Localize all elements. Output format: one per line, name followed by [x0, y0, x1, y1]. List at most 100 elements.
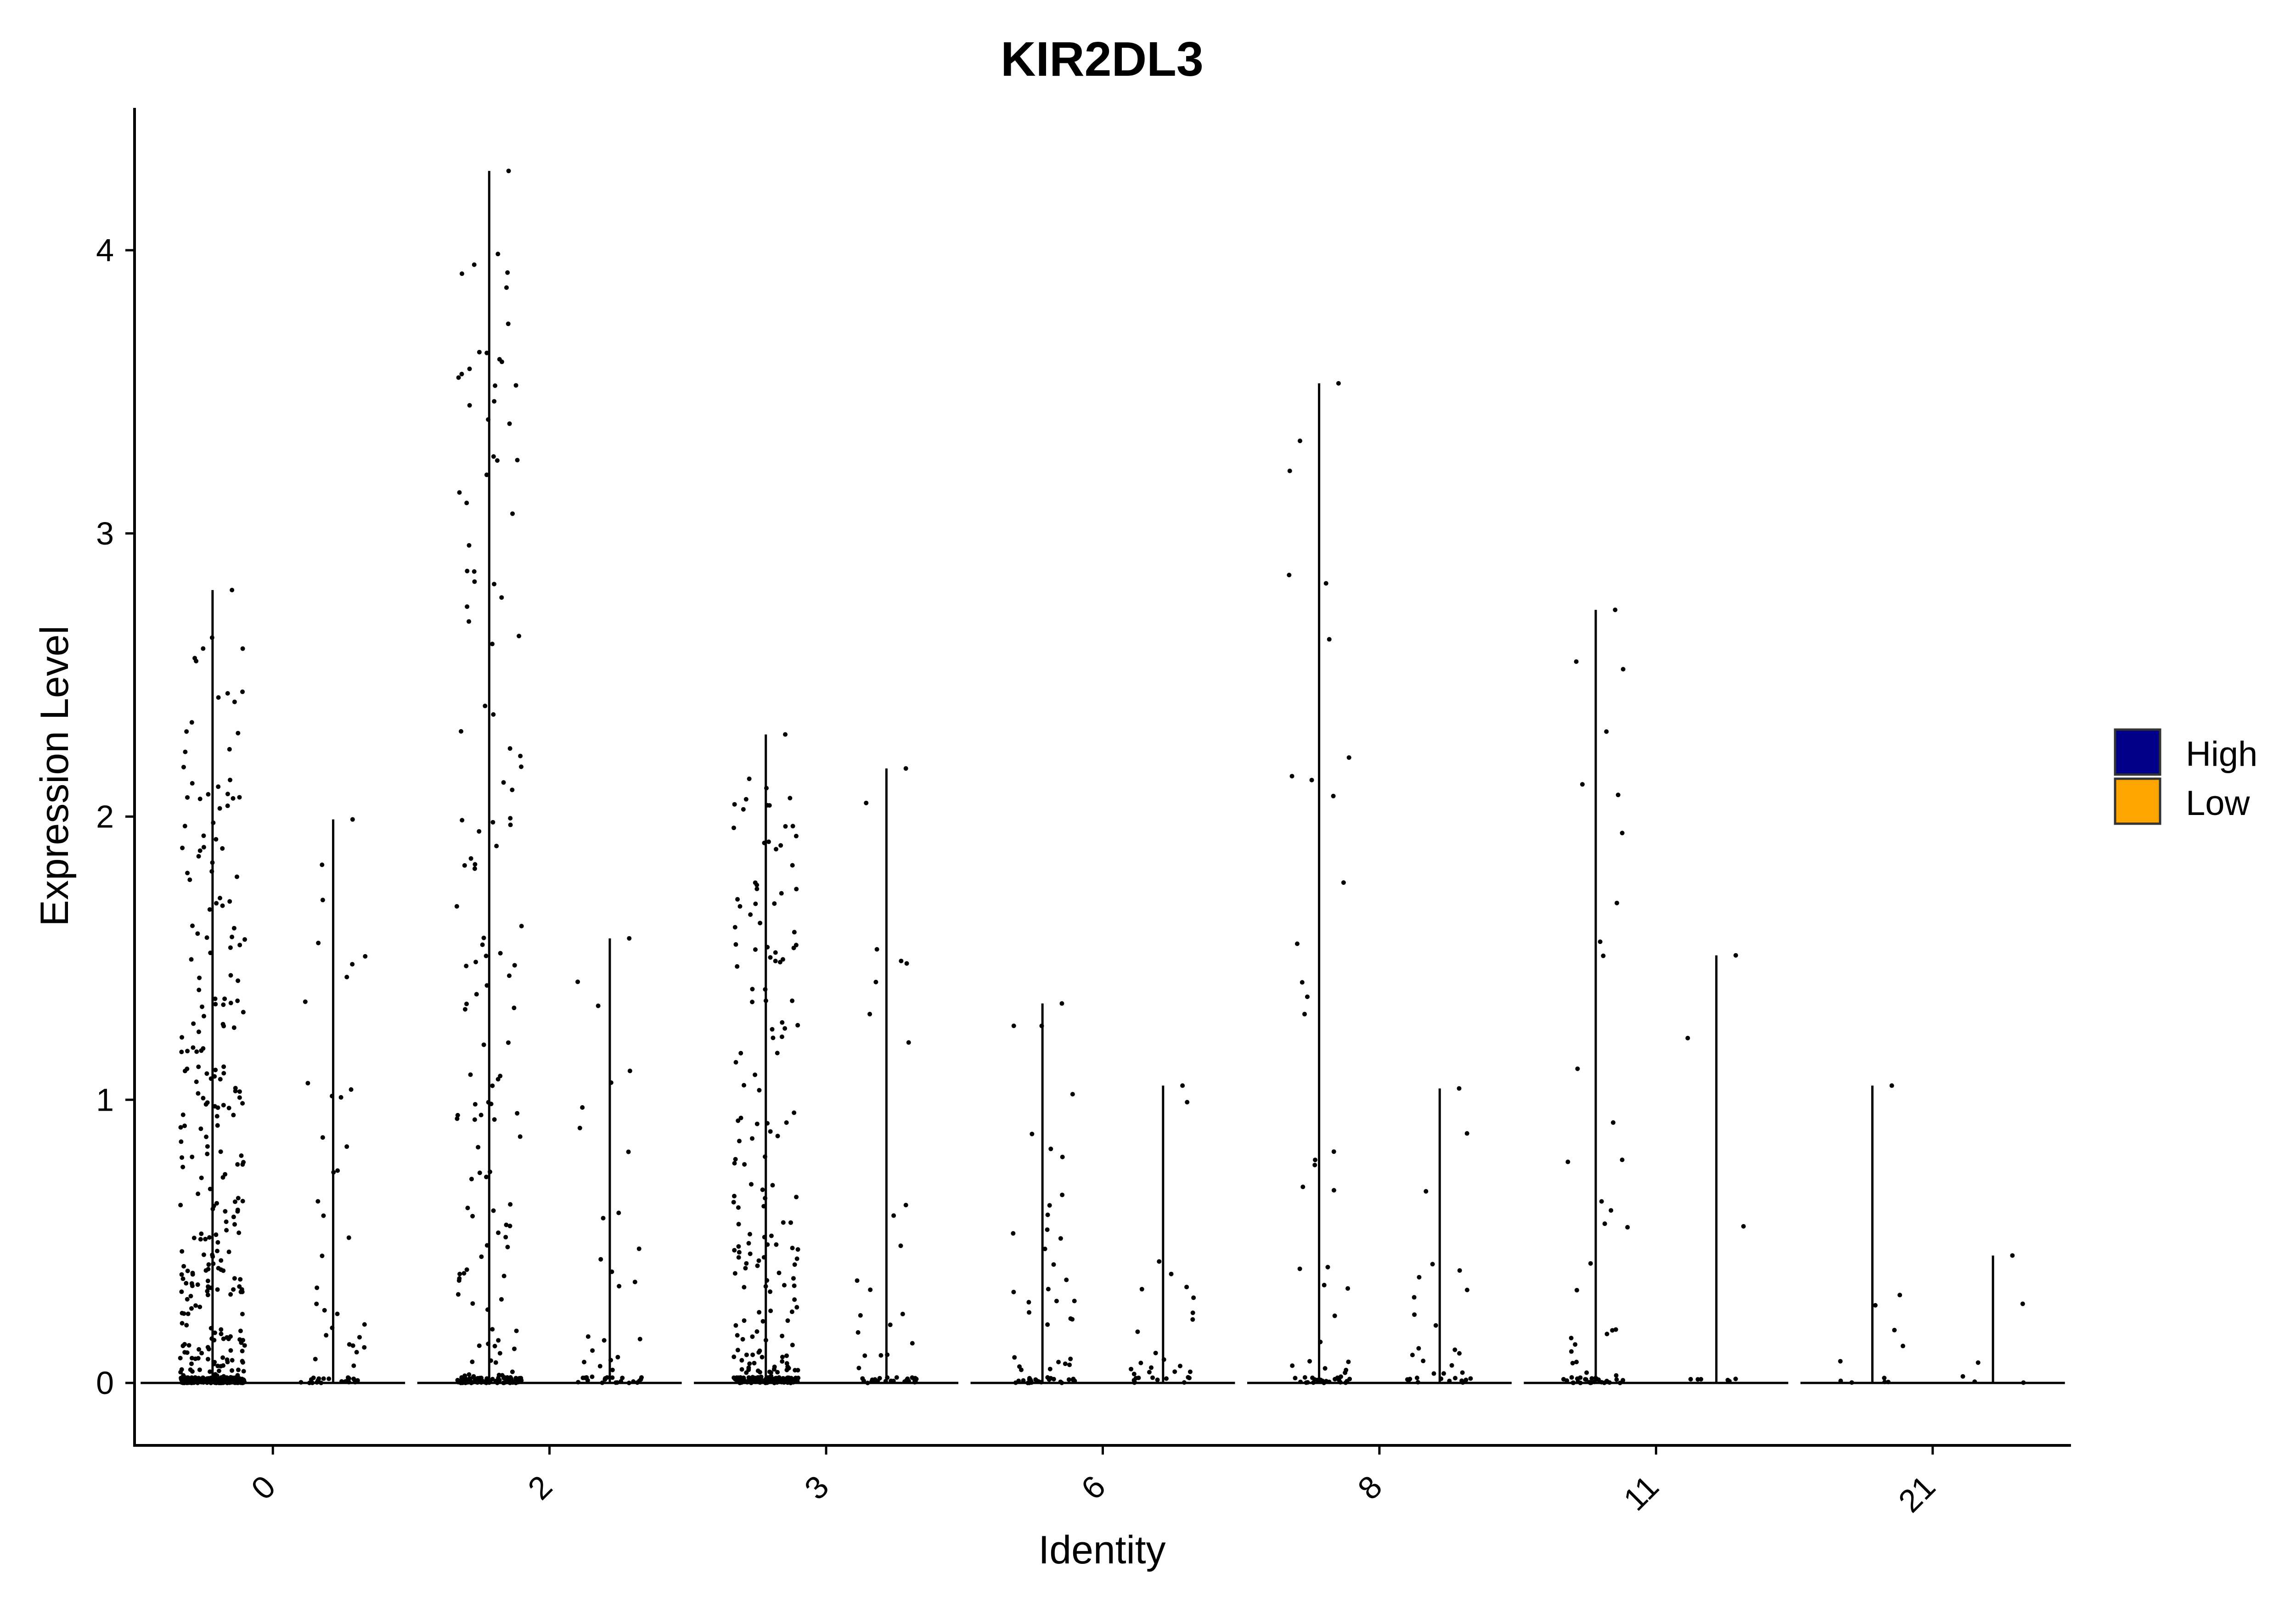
- data-point: [508, 816, 513, 821]
- data-point: [1573, 1342, 1578, 1347]
- data-point: [1287, 468, 1292, 473]
- data-point: [220, 1022, 225, 1027]
- data-point: [2021, 1380, 2026, 1385]
- data-point: [737, 1250, 742, 1255]
- data-point: [223, 1377, 228, 1382]
- data-point: [211, 1261, 216, 1266]
- data-point: [1169, 1271, 1174, 1276]
- data-point: [1191, 1295, 1196, 1300]
- data-point: [205, 1152, 210, 1157]
- data-point: [894, 1375, 899, 1380]
- data-point: [346, 1380, 351, 1385]
- data-point: [231, 1025, 236, 1030]
- data-point: [183, 749, 188, 754]
- data-point: [736, 1222, 741, 1227]
- data-point: [499, 1297, 504, 1302]
- data-point: [225, 1360, 230, 1365]
- data-point: [750, 1136, 755, 1141]
- data-point: [484, 1174, 489, 1180]
- data-point: [196, 854, 201, 859]
- data-point: [514, 1328, 519, 1333]
- data-point: [182, 1124, 187, 1129]
- data-point: [195, 931, 200, 936]
- data-point: [508, 822, 513, 827]
- data-point: [750, 1352, 755, 1357]
- data-point: [1068, 1316, 1073, 1321]
- data-point: [743, 1266, 748, 1271]
- data-point: [1449, 1363, 1454, 1368]
- data-point: [775, 1051, 780, 1056]
- data-point: [236, 730, 241, 736]
- data-point: [1187, 1376, 1192, 1381]
- data-point: [500, 1373, 505, 1378]
- data-point: [182, 1342, 187, 1347]
- data-point: [747, 1361, 752, 1366]
- data-point: [199, 1231, 204, 1236]
- data-point: [240, 689, 245, 694]
- data-point: [626, 1149, 631, 1154]
- data-point: [320, 898, 325, 903]
- data-point: [767, 803, 772, 808]
- data-point: [182, 824, 187, 829]
- data-point: [754, 1121, 760, 1126]
- data-point: [314, 1301, 319, 1306]
- data-point: [513, 1376, 518, 1381]
- data-point: [179, 1139, 184, 1144]
- data-point: [459, 1375, 464, 1380]
- data-point: [1309, 777, 1314, 782]
- data-point: [179, 1367, 184, 1372]
- data-point: [1457, 1351, 1462, 1356]
- data-point: [344, 1144, 349, 1149]
- data-point: [467, 366, 472, 371]
- data-point: [226, 1249, 231, 1254]
- data-point: [228, 945, 233, 950]
- data-point: [1039, 1023, 1044, 1028]
- data-point: [1594, 1376, 1599, 1381]
- data-point: [492, 1117, 497, 1122]
- data-point: [236, 1231, 242, 1236]
- data-point: [748, 1251, 753, 1256]
- data-point: [240, 1377, 245, 1382]
- data-point: [1047, 1377, 1052, 1382]
- data-point: [326, 1376, 332, 1381]
- data-point: [1889, 1083, 1894, 1088]
- data-point: [218, 1364, 223, 1369]
- data-point: [1421, 1359, 1426, 1364]
- data-point: [1068, 1356, 1073, 1361]
- data-point: [350, 1343, 355, 1348]
- data-point: [627, 936, 632, 941]
- data-point: [462, 863, 467, 868]
- data-point: [1046, 1287, 1051, 1292]
- data-point: [1289, 774, 1294, 779]
- data-point: [1132, 1380, 1137, 1385]
- data-point: [505, 270, 510, 275]
- data-point: [792, 930, 797, 935]
- data-point: [228, 1348, 233, 1353]
- data-point: [1882, 1379, 1887, 1384]
- data-point: [753, 1379, 758, 1384]
- data-point: [1311, 1380, 1316, 1385]
- data-point: [240, 1199, 245, 1204]
- data-point: [1699, 1377, 1704, 1382]
- data-point: [1026, 1300, 1031, 1305]
- data-point: [180, 845, 185, 850]
- data-point: [1297, 438, 1302, 444]
- data-point: [215, 1287, 220, 1292]
- data-point: [507, 746, 512, 751]
- data-point: [874, 947, 879, 952]
- data-point: [472, 569, 477, 574]
- data-point: [737, 904, 743, 909]
- data-point: [220, 846, 225, 851]
- data-point: [196, 1029, 201, 1034]
- data-point: [460, 818, 465, 823]
- data-point: [1838, 1359, 1843, 1364]
- data-point: [763, 987, 768, 992]
- data-point: [780, 957, 785, 962]
- legend-swatch-high: [2114, 728, 2161, 776]
- data-point: [780, 1333, 785, 1338]
- data-point: [457, 490, 462, 495]
- data-point: [194, 1049, 199, 1054]
- data-point: [1604, 1332, 1609, 1337]
- data-point: [189, 957, 194, 962]
- data-point: [1574, 659, 1579, 664]
